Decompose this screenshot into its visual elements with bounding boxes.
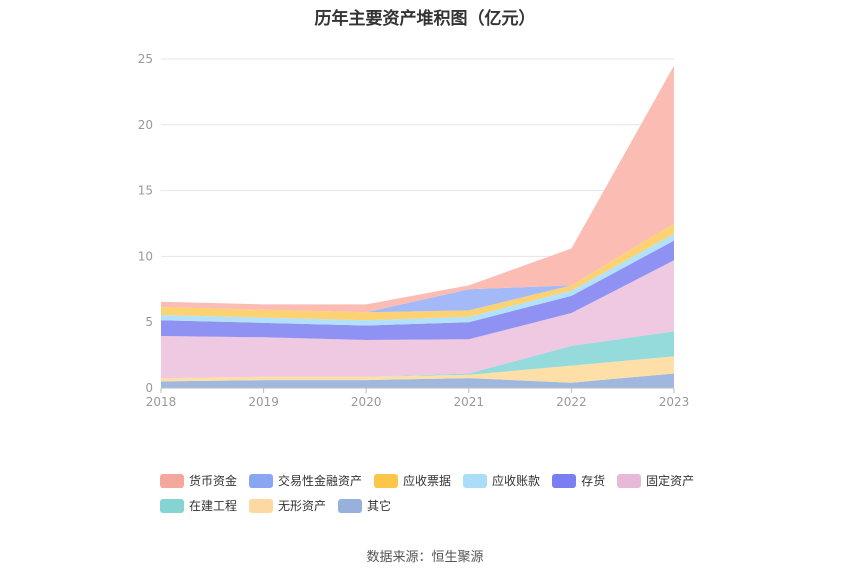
legend-item[interactable]: 应收账款 <box>463 472 540 489</box>
stacked-area-chart: 0 5 10 15 20 25 2018 2019 2020 2021 2022 2023 <box>138 52 690 409</box>
area-series-4 <box>161 240 674 340</box>
chart-legend: 货币资金 交易性金融资产 应收票据 应收账款 存货 固定资产在建工程 无形资产 其它 <box>160 472 720 522</box>
legend-swatch <box>617 473 642 488</box>
legend-swatch <box>552 473 577 488</box>
y-tick-label: 25 <box>138 52 153 66</box>
area-series-7 <box>161 223 674 313</box>
legend-item[interactable]: 交易性金融资产 <box>249 472 362 489</box>
legend-swatch <box>249 498 274 513</box>
data-source-note: 数据来源：恒生聚源 <box>366 550 484 565</box>
area-series-2 <box>161 331 674 379</box>
legend-label: 货币资金 <box>189 474 238 488</box>
legend-item[interactable]: 货币资金 <box>160 472 237 489</box>
area-series-6 <box>161 223 674 321</box>
legend-item[interactable]: 无形资产 <box>249 497 326 514</box>
legend-label: 无形资产 <box>278 499 327 513</box>
axes: 0 5 10 15 20 25 2018 2019 2020 2021 2022 2023 <box>138 52 690 409</box>
x-tick-label: 2022 <box>556 395 587 409</box>
chart-title: 历年主要资产堆积图（亿元） <box>314 9 536 29</box>
legend-label: 在建工程 <box>189 499 238 513</box>
legend-row: 货币资金 交易性金融资产 应收票据 应收账款 存货 固定资产在建工程 无形资产 其它 <box>160 472 720 522</box>
legend-item[interactable]: 在建工程 <box>160 497 237 514</box>
x-tick-label: 2018 <box>146 395 177 409</box>
legend-swatch <box>338 498 363 513</box>
y-tick-label: 0 <box>145 381 153 395</box>
legend-label: 应收票据 <box>403 474 452 488</box>
y-tick-label: 20 <box>138 118 153 132</box>
legend-swatch <box>463 473 488 488</box>
legend-label: 交易性金融资产 <box>278 474 363 488</box>
legend-label: 固定资产 <box>646 474 695 488</box>
legend-swatch <box>160 498 184 513</box>
area-series <box>161 65 674 388</box>
y-tick-label: 5 <box>145 315 153 329</box>
legend-label: 存货 <box>581 474 606 488</box>
area-series-5 <box>161 234 674 326</box>
area-series-0 <box>161 373 674 388</box>
legend-label: 其它 <box>367 499 392 513</box>
legend-item[interactable]: 固定资产 <box>617 472 694 489</box>
legend-swatch <box>374 473 399 488</box>
legend-label: 应收账款 <box>492 474 541 488</box>
x-tick-label: 2023 <box>659 395 690 409</box>
x-tick-label: 2021 <box>454 395 485 409</box>
x-tick-label: 2019 <box>248 395 279 409</box>
legend-item[interactable]: 其它 <box>338 497 391 514</box>
y-tick-label: 15 <box>138 184 153 198</box>
legend-item[interactable]: 应收票据 <box>374 472 451 489</box>
x-tick-label: 2020 <box>351 395 382 409</box>
legend-swatch <box>249 473 274 488</box>
area-series-3 <box>161 260 674 379</box>
y-tick-label: 10 <box>138 249 153 263</box>
legend-item[interactable]: 存货 <box>552 472 605 489</box>
legend-swatch <box>160 473 184 488</box>
area-series-1 <box>161 356 674 383</box>
